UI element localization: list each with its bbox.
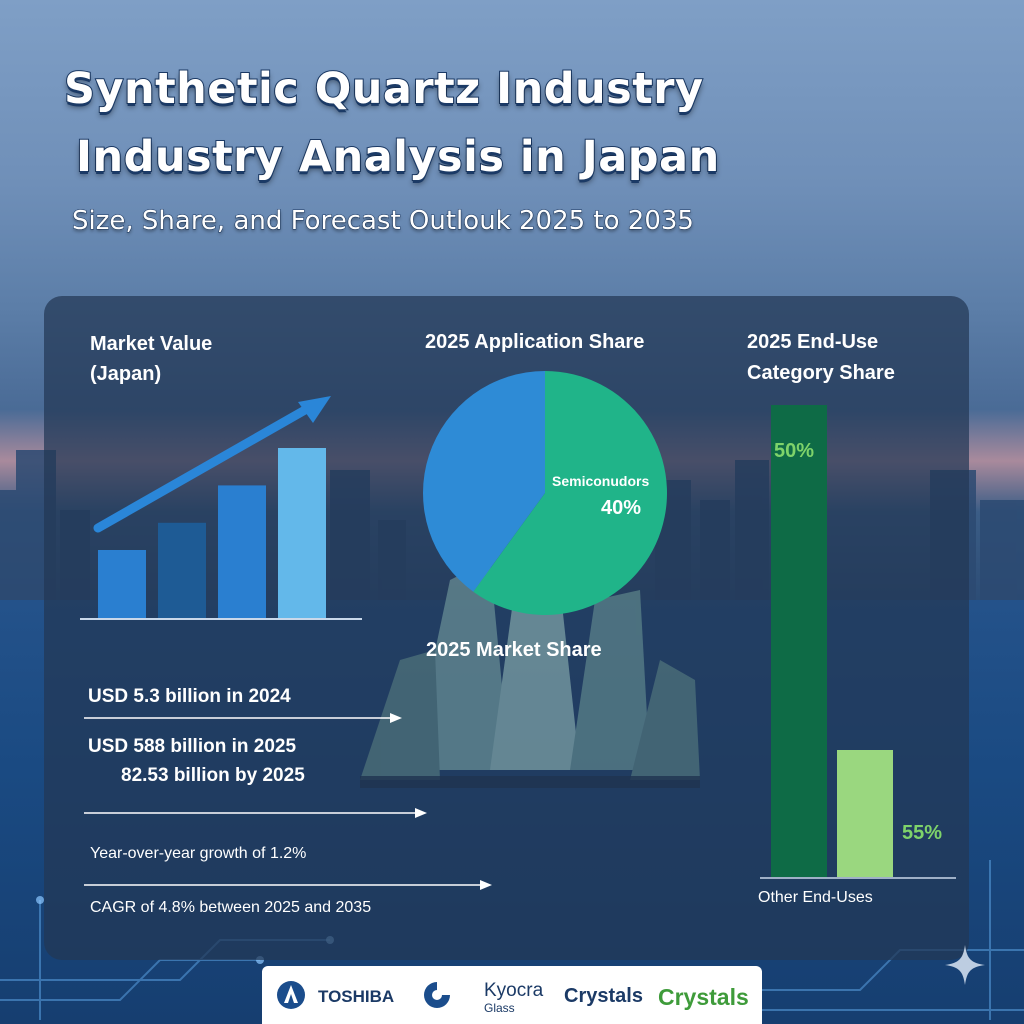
market-value-title-line1: Market Value [90,333,213,355]
end-use-axis-label: Other End-Uses [758,889,873,906]
end-use-bar1-value: 50% [774,440,815,462]
pie-slice [473,371,667,615]
kyocera-logo-icon [424,982,450,1008]
stat-2024-value: USD 5.3 billion in 2024 [88,686,291,707]
page-title-line1: Synthetic Quartz Industry [63,63,704,115]
brand-kyocra: Kyocra [484,980,544,1001]
end-use-bar [771,405,827,877]
brand-crystals-green: Crystals [658,984,749,1010]
market-share-title: 2025 Market Share [426,639,602,661]
sponsor-logo-bar: TOSHIBA Kyocra Glass Crystals Crystals [262,966,762,1024]
stat-2025-forecast: 82.53 billion by 2025 [121,765,305,786]
circuit-board-background [0,860,1024,1020]
growth-note: Year-over-year growth of 1.2% [90,845,307,862]
market-value-title-line2: (Japan) [90,363,162,385]
trend-arrow-shaft [93,401,317,533]
arrow-right-icon [84,713,402,723]
stat-2025-value: USD 588 billion in 2025 [88,736,297,757]
market-value-bar [158,522,206,618]
pie-slice [423,371,545,592]
market-value-bar [218,485,266,618]
application-share-title: 2025 Application Share [425,331,645,353]
page-title-line2: Industry Analysis in Japan [75,131,720,183]
end-use-bar [837,750,893,877]
trend-arrow-icon [298,396,331,423]
application-share-pie-chart [423,371,667,615]
sparkle-icon [945,945,985,985]
pie-slice-value: 40% [601,497,642,519]
pie-slice-label: Semiconudors [552,473,650,489]
cagr-note: CAGR of 4.8% between 2025 and 2035 [90,899,372,916]
toshiba-logo-icon [277,981,305,1009]
end-use-bar-chart [760,405,956,879]
market-value-bar [278,448,326,618]
end-use-title-line1: 2025 End-Use [747,331,879,353]
brand-crystals-blue: Crystals [564,985,643,1007]
arrow-right-icon [84,808,427,818]
market-value-bar [98,550,146,618]
end-use-title-line2: Category Share [747,362,895,384]
brand-toshiba: TOSHIBA [318,987,395,1006]
page-subtitle: Size, Share, and Forecast Outlouk 2025 t… [72,206,695,237]
brand-kyocra-sub: Glass [484,1001,515,1015]
end-use-bar2-value: 55% [902,822,943,844]
arrow-right-icon [84,880,492,890]
market-value-bar-chart [80,396,362,620]
